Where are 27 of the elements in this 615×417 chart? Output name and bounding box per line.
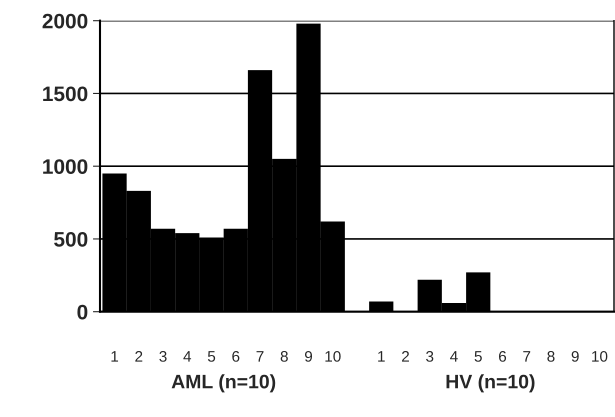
x-tick-label: 7 bbox=[523, 351, 530, 362]
x-tick-label: 8 bbox=[280, 350, 288, 362]
x-tick-label: 9 bbox=[572, 350, 579, 362]
x-tick-label: 6 bbox=[232, 350, 240, 362]
x-tick-label: 8 bbox=[547, 350, 555, 362]
x-tick-label: 1 bbox=[111, 351, 118, 362]
y-tick-label: 1500 bbox=[43, 86, 88, 102]
x-tick-label: 1 bbox=[378, 351, 385, 362]
y-tick-label: 2000 bbox=[42, 14, 88, 28]
x-tick-label: 9 bbox=[304, 350, 312, 362]
y-tick-label: 1000 bbox=[43, 159, 88, 174]
x-tick-label: 2 bbox=[135, 350, 142, 362]
x-tick-label: 7 bbox=[256, 351, 264, 362]
y-tick-label: 500 bbox=[54, 232, 88, 247]
x-tick-label: 10 bbox=[325, 350, 341, 362]
text: AML (n=10) bbox=[172, 374, 276, 392]
text: HV (n=10) bbox=[446, 374, 534, 392]
x-tick-label: 10 bbox=[592, 350, 608, 362]
x-tick-label: 4 bbox=[450, 351, 458, 362]
x-tick-label: 3 bbox=[159, 350, 167, 362]
x-tick-label: 5 bbox=[208, 351, 216, 362]
x-tick-label: 5 bbox=[474, 351, 482, 362]
x-tick-label: 4 bbox=[183, 351, 192, 362]
x-tick-label: 2 bbox=[402, 350, 409, 362]
x-tick-label: 6 bbox=[499, 350, 506, 362]
y-tick-label: 0 bbox=[77, 304, 88, 320]
x-tick-label: 3 bbox=[426, 350, 434, 362]
